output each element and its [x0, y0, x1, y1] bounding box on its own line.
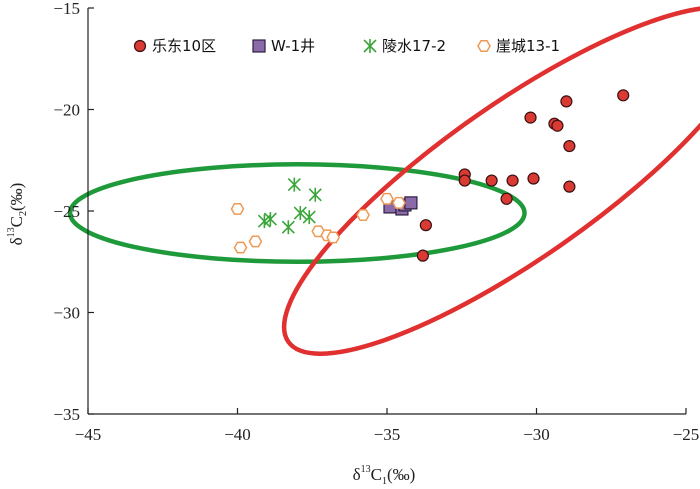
point-s3-7	[281, 220, 295, 235]
point-s4-4	[392, 196, 406, 209]
legend-marker-3	[363, 39, 377, 53]
point-s1-15	[416, 249, 429, 262]
legend-marker-1	[133, 39, 147, 53]
point-s1-13	[500, 192, 513, 205]
legend-label-1: 乐东10区	[152, 37, 216, 55]
point-s1-11	[527, 172, 540, 185]
y-tick-label: −35	[53, 405, 80, 424]
point-s3-2	[308, 187, 322, 202]
data-points	[230, 89, 630, 262]
x-tick-label: −30	[523, 425, 550, 444]
x-axis-title: δ13C1(‰)	[353, 464, 416, 487]
point-s1-5	[524, 111, 537, 124]
point-s1-1	[617, 89, 630, 102]
point-s4-7	[326, 231, 341, 244]
point-s2-4	[404, 196, 418, 210]
point-s1-2	[560, 95, 573, 108]
y-axis-title: δ13C2(‰)	[6, 183, 29, 246]
legend-label-3: 陵水17-2	[382, 37, 446, 55]
point-s4-8	[248, 235, 263, 248]
point-s1-6	[563, 139, 576, 153]
y-tick-label: −30	[53, 304, 80, 323]
point-s1-12	[563, 180, 576, 193]
point-s1-9	[485, 174, 498, 187]
cluster-ellipses	[67, 5, 700, 356]
point-s1-10	[506, 174, 519, 187]
point-s3-4	[302, 210, 316, 225]
x-tick-label: −40	[224, 425, 251, 444]
point-s3-6	[263, 212, 277, 227]
legend: 乐东10区 W-1井 陵水17-2 崖城13-1	[133, 37, 560, 55]
point-s4-9	[233, 241, 248, 254]
y-tick-label: −20	[53, 101, 80, 120]
cluster-ellipse-2	[281, 5, 700, 356]
point-s1-4	[551, 119, 564, 132]
point-s4-2	[356, 209, 370, 222]
axis-ticks: −45 −40 −35 −30 −25 −35 −30 −25 −20 −15	[53, 0, 699, 444]
point-s4-1	[230, 203, 245, 215]
legend-marker-4	[477, 40, 491, 52]
point-s1-8	[458, 174, 471, 187]
legend-marker-2	[252, 39, 266, 53]
y-tick-label: −15	[53, 0, 80, 18]
y-tick-label: −25	[53, 202, 80, 221]
cluster-ellipse-1	[67, 162, 527, 264]
x-tick-label: −25	[673, 425, 700, 444]
point-s3-3	[293, 206, 307, 221]
legend-label-4: 崖城13-1	[496, 37, 560, 55]
point-s1-14	[419, 219, 432, 232]
x-tick-label: −45	[75, 425, 102, 444]
legend-label-2: W-1井	[271, 37, 315, 55]
point-s4-3	[380, 192, 394, 205]
x-tick-label: −35	[374, 425, 401, 444]
point-s3-1	[287, 177, 301, 192]
